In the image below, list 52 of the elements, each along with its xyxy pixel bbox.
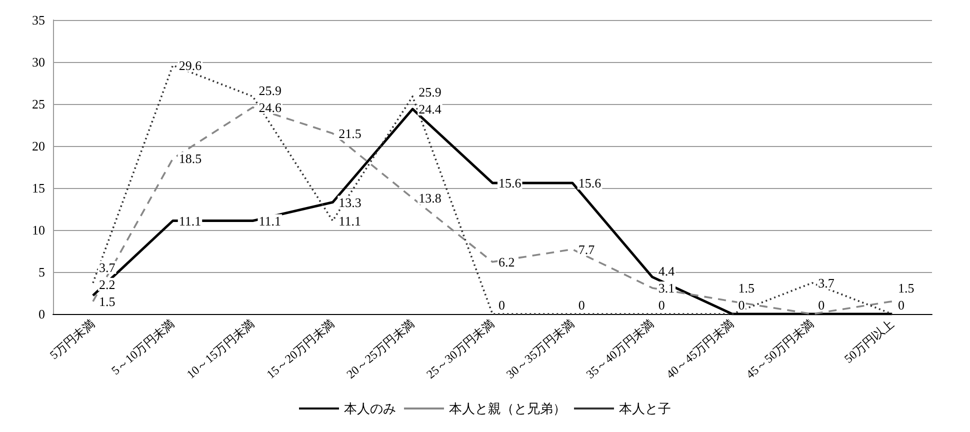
x-tick-label: 35～40万円未満 xyxy=(583,316,657,382)
data-label: 11.1 xyxy=(178,213,202,228)
x-tick-label: 30～35万円未満 xyxy=(504,316,577,382)
x-tick-label: 10～15万円未満 xyxy=(184,316,258,382)
x-tick-label: 5～10万円未満 xyxy=(108,316,178,378)
data-label: 3.7 xyxy=(98,260,116,275)
data-label: 2.2 xyxy=(98,276,116,292)
data-label: 13.8 xyxy=(418,190,442,206)
data-label: 6.2 xyxy=(498,254,515,270)
data-label: 0 xyxy=(738,298,745,312)
data-label: 13.3 xyxy=(338,194,362,210)
x-tick-label: 25～30万円未満 xyxy=(424,316,497,382)
data-label: 18.5 xyxy=(178,151,202,166)
data-label: 1.5 xyxy=(738,280,754,296)
y-tick-label: 15 xyxy=(32,180,45,196)
x-tick-label: 15～20万円未満 xyxy=(264,316,338,382)
data-label: 24.6 xyxy=(258,100,282,115)
legend-label: 本人と子 xyxy=(619,401,671,416)
y-tick-label: 10 xyxy=(32,222,45,238)
data-label: 25.9 xyxy=(258,82,282,98)
data-label: 0 xyxy=(898,298,905,312)
y-tick-label: 5 xyxy=(38,264,45,280)
data-label: 11.1 xyxy=(258,213,282,228)
data-label: 1.5 xyxy=(98,294,116,309)
x-tick-label: 50万円以上 xyxy=(842,316,897,366)
data-label: 15.6 xyxy=(578,175,602,190)
data-label: 3.1 xyxy=(658,280,675,296)
data-label: 0 xyxy=(818,298,825,312)
x-tick-label: 20～25万円未満 xyxy=(344,316,418,382)
data-label: 0 xyxy=(658,298,665,312)
x-tick-label: 5万円未満 xyxy=(47,316,98,362)
y-tick-label: 30 xyxy=(32,54,45,70)
legend-label: 本人と親（と兄弟） xyxy=(449,401,566,416)
data-label: 3.7 xyxy=(818,275,835,290)
y-tick-label: 25 xyxy=(32,96,45,112)
x-tick-label: 45～50万円未満 xyxy=(743,316,817,382)
y-tick-label: 20 xyxy=(32,138,45,154)
legend-label: 本人のみ xyxy=(344,401,396,416)
data-label: 25.9 xyxy=(418,84,442,100)
data-label: 29.6 xyxy=(178,58,202,73)
data-label: 1.5 xyxy=(898,280,914,296)
data-label: 21.5 xyxy=(338,126,362,141)
data-label: 7.7 xyxy=(578,242,596,257)
data-label: 4.4 xyxy=(658,263,676,278)
y-tick-label: 0 xyxy=(38,306,45,322)
data-label: 24.4 xyxy=(418,102,442,117)
data-label: 15.6 xyxy=(498,175,522,190)
data-label: 0 xyxy=(498,298,505,312)
y-tick-label: 35 xyxy=(32,12,45,28)
x-tick-label: 40～45万円未満 xyxy=(663,316,737,382)
data-label: 0 xyxy=(578,298,585,312)
data-label: 11.1 xyxy=(338,213,361,228)
